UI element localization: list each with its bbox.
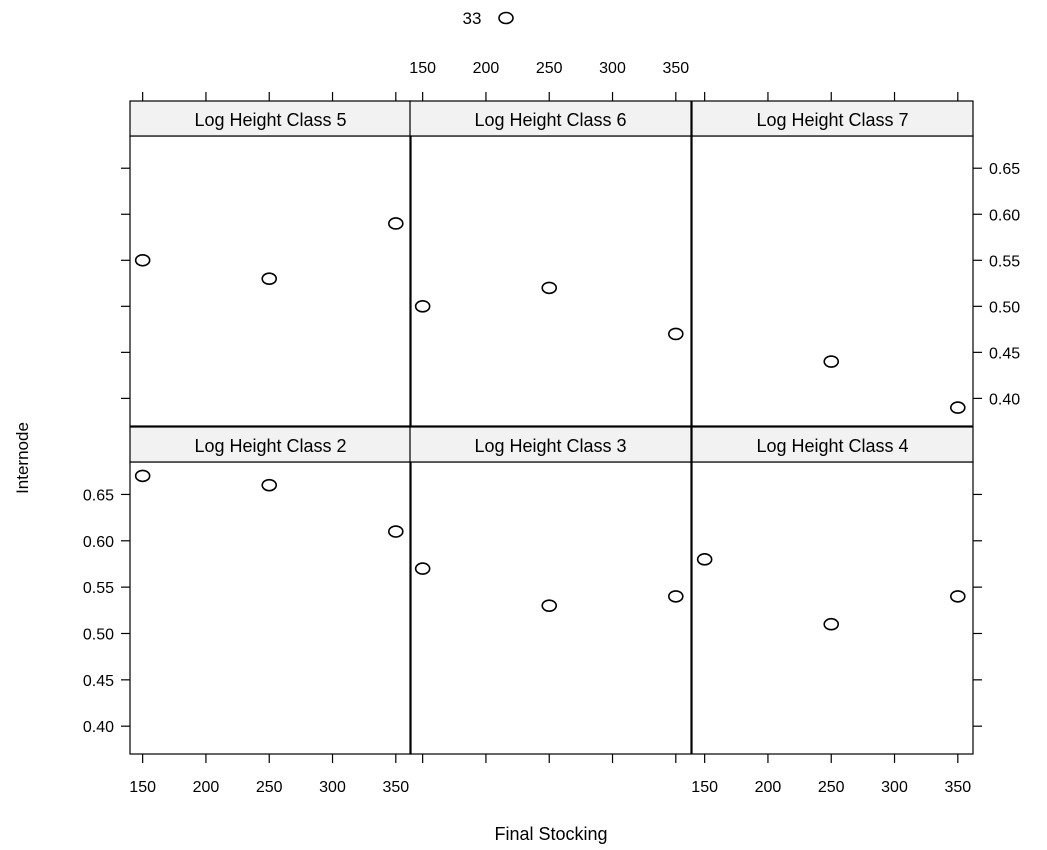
data-point [696, 553, 713, 566]
panel-title: Log Height Class 6 [474, 110, 626, 130]
y-tick-label: 0.45 [83, 673, 114, 690]
panel-title: Log Height Class 4 [756, 436, 908, 456]
panel-frame [129, 135, 412, 427]
panel: Log Height Class 4 [691, 426, 974, 755]
axes: 150 200 250 300 350 150 200 250 300 350 150 200 250 3… [83, 60, 1020, 796]
x-tick-label: 150 [129, 779, 156, 796]
data-point [668, 327, 684, 341]
data-point [823, 355, 840, 368]
x-tick-label: 350 [662, 60, 689, 77]
x-tick-label: 300 [319, 779, 346, 796]
x-tick-label: 150 [409, 60, 436, 77]
y-tick-label: 0.65 [83, 487, 114, 504]
panel-strip [691, 426, 974, 463]
x-tick-label: 250 [818, 779, 845, 796]
x-tick-label: 200 [755, 779, 782, 796]
data-point [388, 525, 404, 538]
x-tick-label: 350 [944, 779, 971, 796]
legend: 33 [463, 9, 514, 28]
data-point [414, 562, 431, 575]
data-point [261, 478, 278, 492]
panel-title: Log Height Class 2 [194, 436, 346, 456]
panel-frame [129, 461, 412, 755]
y-tick-label: 0.40 [83, 719, 114, 736]
data-point [950, 401, 966, 414]
legend-symbol [498, 11, 514, 25]
data-point [823, 617, 840, 631]
panel: Log Height Class 7 [691, 100, 974, 427]
panel-strip [409, 100, 692, 137]
data-point [134, 253, 151, 267]
x-tick-label: 250 [536, 60, 563, 77]
y-tick-label: 0.50 [83, 626, 114, 643]
panel-title: Log Height Class 5 [194, 110, 346, 130]
panel: Log Height Class 5 [129, 100, 412, 427]
panel-strip [129, 100, 412, 137]
y-tick-label: 0.55 [83, 580, 114, 597]
panels: Log Height Class 5 Log Height Class 6 Log … [129, 100, 974, 755]
y-axis-label: Internode [13, 422, 32, 494]
y-tick-label: 0.50 [989, 299, 1020, 316]
data-point [541, 281, 558, 295]
y-tick-label: 0.45 [989, 345, 1020, 362]
x-tick-label: 300 [881, 779, 908, 796]
data-point [261, 272, 278, 285]
panel: Log Height Class 2 [129, 426, 412, 755]
data-point [950, 590, 966, 603]
data-point [134, 469, 151, 483]
panel-frame [691, 135, 974, 427]
x-tick-label: 250 [256, 779, 283, 796]
panel-frame [691, 461, 974, 755]
panel-strip [409, 426, 692, 463]
data-point [414, 300, 431, 313]
x-tick-label: 200 [473, 60, 500, 77]
x-tick-label: 200 [193, 779, 220, 796]
y-tick-label: 0.40 [989, 391, 1020, 408]
x-tick-label: 300 [599, 60, 626, 77]
legend-label: 33 [463, 9, 482, 28]
panel-frame [409, 135, 692, 427]
y-tick-label: 0.65 [989, 161, 1020, 178]
data-point [388, 217, 404, 230]
y-tick-label: 0.60 [83, 534, 114, 551]
y-tick-label: 0.55 [989, 253, 1020, 270]
panel: Log Height Class 3 [409, 426, 692, 755]
panel-title: Log Height Class 7 [756, 110, 908, 130]
panel: Log Height Class 6 [409, 100, 692, 427]
panel-frame [409, 461, 692, 755]
data-point [541, 599, 558, 612]
panel-strip [691, 100, 974, 137]
x-axis-label: Final Stocking [494, 824, 607, 844]
x-tick-label: 150 [691, 779, 718, 796]
data-point [668, 590, 684, 603]
x-tick-label: 350 [382, 779, 409, 796]
panel-title: Log Height Class 3 [474, 436, 626, 456]
y-tick-label: 0.60 [989, 207, 1020, 224]
